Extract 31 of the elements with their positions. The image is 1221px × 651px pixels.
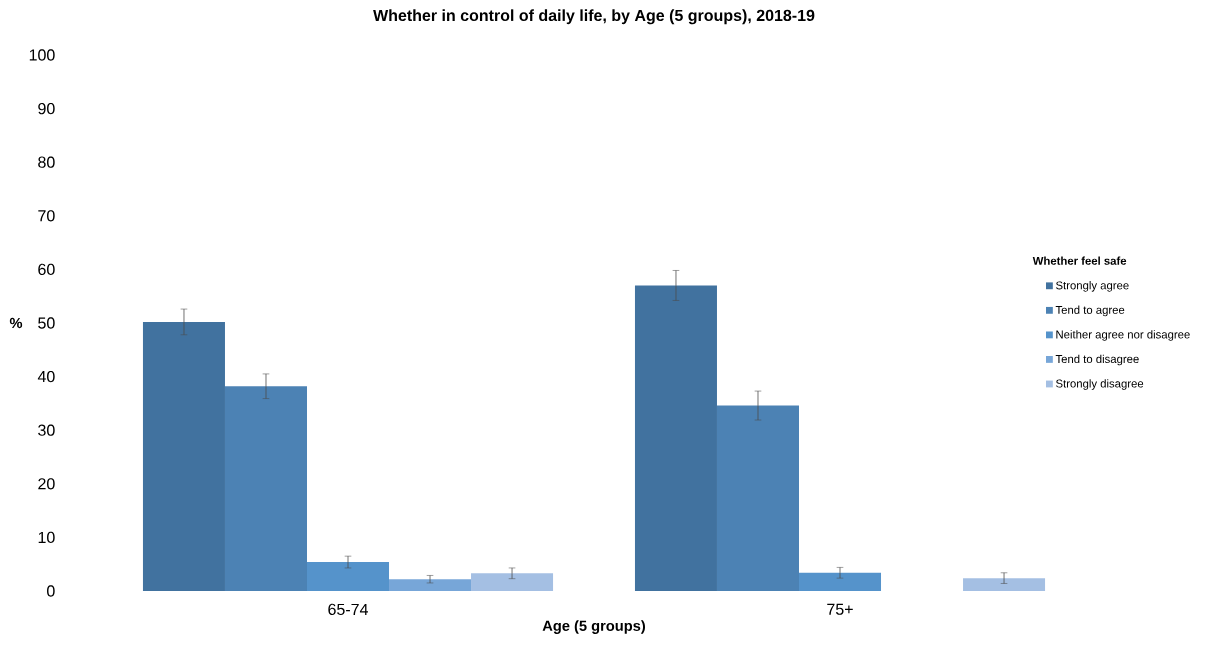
- y-tick-label: 70: [38, 210, 55, 222]
- legend-title: Whether feel safe: [1032, 256, 1127, 265]
- bar: [799, 572, 882, 591]
- y-tick-label: 0: [47, 585, 55, 597]
- y-tick-label: 100: [29, 49, 55, 61]
- y-tick-label: 60: [38, 263, 55, 276]
- legend-label: Tend to agree: [1055, 305, 1125, 317]
- bar: [634, 285, 717, 591]
- y-tick-label: 40: [37, 370, 55, 383]
- x-tick-label: 75+: [827, 603, 853, 615]
- y-tick-label: 90: [38, 102, 55, 115]
- bar: [307, 562, 390, 591]
- bar: [389, 579, 472, 591]
- bar: [963, 578, 1046, 591]
- y-tick-label: 20: [38, 478, 55, 490]
- bar: [224, 386, 307, 591]
- x-tick-label: 65-74: [328, 603, 368, 616]
- y-tick-label: 80: [38, 156, 55, 168]
- bar: [471, 573, 554, 591]
- y-axis-title: %: [9, 317, 23, 329]
- y-tick-label: 10: [38, 531, 55, 544]
- y-tick-label: 30: [38, 424, 55, 436]
- legend-label: Tend to disagree: [1055, 354, 1139, 366]
- legend-label: Strongly disagree: [1056, 379, 1144, 390]
- legend-label: Strongly agree: [1056, 281, 1129, 292]
- legend-label: Neither agree nor disagree: [1056, 330, 1190, 341]
- chart-title: Whether in control of daily life, by Age (5 groups), 2018-19: [373, 9, 815, 25]
- bar: [716, 405, 799, 591]
- x-axis-title: Age (5 groups): [542, 620, 646, 634]
- y-tick-label: 50: [38, 317, 55, 329]
- bar: [142, 321, 225, 591]
